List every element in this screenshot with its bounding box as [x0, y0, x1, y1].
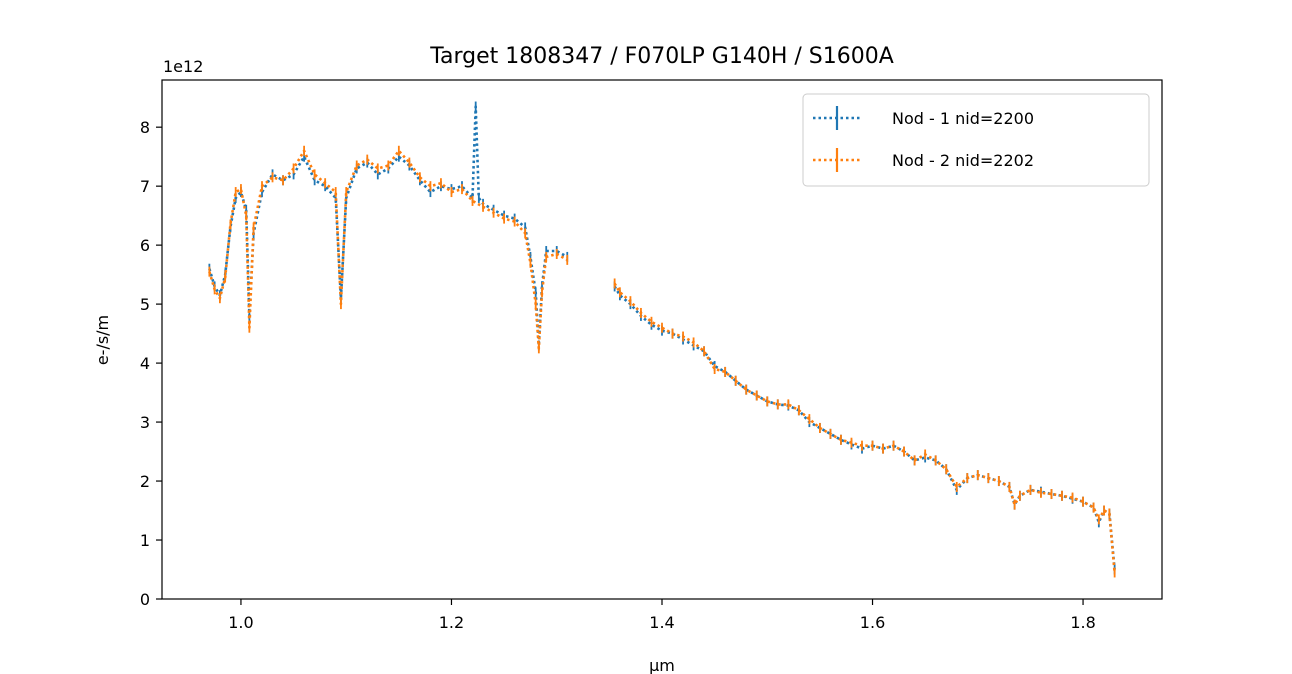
x-tick-label: 1.6	[860, 613, 885, 632]
x-tick-label: 1.8	[1070, 613, 1095, 632]
y-tick-label: 7	[140, 177, 150, 196]
y-axis-offset-label: 1e12	[163, 57, 203, 76]
legend-entries: Nod - 1 nid=2200 Nod - 2 nid=2202	[813, 106, 1034, 172]
y-tick-label: 2	[140, 472, 150, 491]
y-tick-label: 8	[140, 118, 150, 137]
x-tick-label: 1.2	[439, 613, 464, 632]
y-tick-label: 3	[140, 413, 150, 432]
x-axis-ticks: 1.0 1.2 1.4 1.6 1.8	[228, 599, 1096, 632]
series-line	[613, 282, 1116, 573]
series-line	[613, 285, 1116, 570]
series-2	[208, 145, 1116, 578]
series-line	[208, 149, 568, 350]
y-tick-label: 6	[140, 236, 150, 255]
chart-title: Target 1808347 / F070LP G140H / S1600A	[429, 44, 894, 69]
plot-series-layer	[208, 101, 1116, 578]
legend-label: Nod - 2 nid=2202	[892, 151, 1034, 170]
legend-label: Nod - 1 nid=2200	[892, 109, 1034, 128]
y-tick-label: 4	[140, 354, 150, 373]
legend-box	[802, 93, 1150, 187]
x-axis-label: µm	[649, 656, 675, 674]
legend: Nod - 1 nid=2200 Nod - 2 nid=2202	[802, 93, 1150, 187]
x-tick-label: 1.0	[228, 613, 253, 632]
y-axis-ticks: 0 1 2 3 4 5 6 7 8	[140, 118, 162, 609]
y-tick-label: 0	[140, 590, 150, 609]
x-tick-label: 1.4	[649, 613, 674, 632]
y-tick-label: 5	[140, 295, 150, 314]
y-axis-label: e-/s/m	[93, 315, 112, 365]
y-tick-label: 1	[140, 531, 150, 550]
